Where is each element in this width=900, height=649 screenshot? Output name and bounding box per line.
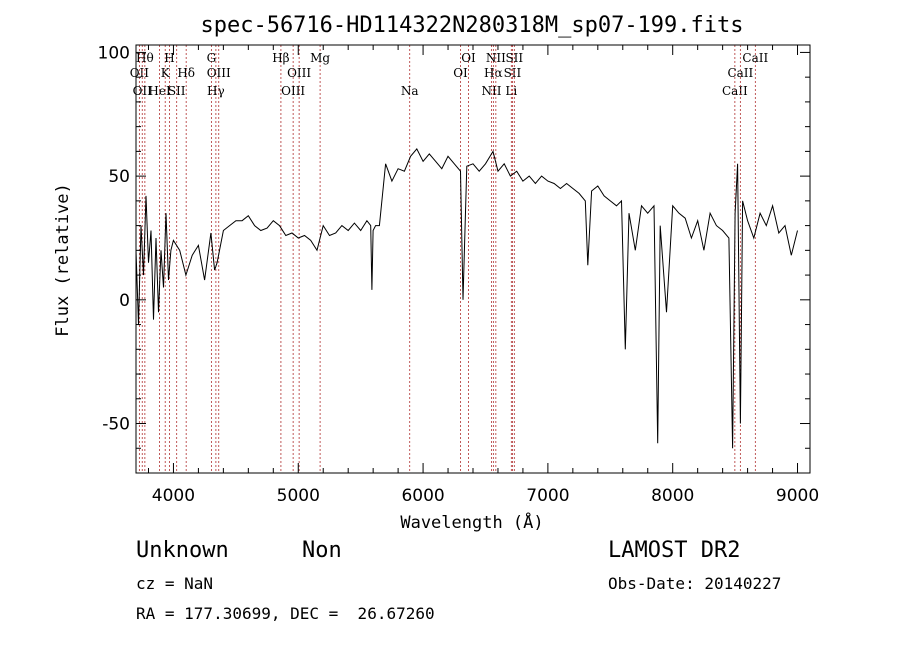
spectrum-chart: spec-56716-HD114322N280318M_sp07-199.fit… <box>53 13 819 533</box>
spectral-line-label: CaII <box>727 66 753 80</box>
spectral-line-markers: HθOIIOIIHeIKHSIIHδGHγOIIIHβOIIIOIIIMgNaO… <box>130 45 768 473</box>
coordinates: RA = 177.30699, DEC = 26.67260 <box>136 604 435 623</box>
spectral-line-label: NII <box>481 84 501 98</box>
redshift-cz: cz = NaN <box>136 574 214 593</box>
y-axis-ticks: -50 0 50 100 <box>98 43 810 474</box>
x-axis-label: Wavelength (Å) <box>400 511 543 533</box>
spectral-line-label: CaII <box>722 84 748 98</box>
y-tick-label: 50 <box>108 167 130 187</box>
observation-date: Obs-Date: 20140227 <box>608 574 782 593</box>
spectral-line-label: OII <box>133 84 153 98</box>
x-tick-label: 8000 <box>651 486 694 506</box>
spectral-line-label: H <box>164 51 174 65</box>
spectral-line-label: SII <box>505 51 523 65</box>
y-tick-label: 100 <box>98 43 130 63</box>
spectral-line-label: Hθ <box>136 51 154 65</box>
spectral-line-label: OIII <box>287 66 311 80</box>
spectral-line-label: SII <box>504 66 522 80</box>
x-tick-label: 6000 <box>401 486 444 506</box>
x-tick-label: 7000 <box>526 486 569 506</box>
plot-frame <box>135 44 811 474</box>
spectral-line-label: CaII <box>742 51 768 65</box>
object-class: Unknown <box>136 538 229 563</box>
y-tick-label: 0 <box>119 291 130 311</box>
survey-name: LAMOST DR2 <box>608 538 741 563</box>
spectral-line-label: NII <box>486 51 506 65</box>
spectral-line-label: K <box>161 66 171 80</box>
spectral-line-label: OII <box>130 66 150 80</box>
x-tick-label: 4000 <box>152 486 195 506</box>
spectral-line-label: OIII <box>281 84 305 98</box>
y-axis-label: Flux (relative) <box>53 183 73 337</box>
chart-title: spec-56716-HD114322N280318M_sp07-199.fit… <box>200 13 743 38</box>
spectral-line-label: Hα <box>484 66 503 80</box>
y-tick-label: -50 <box>102 415 130 435</box>
spectral-line-label: SII <box>168 84 186 98</box>
x-tick-label: 9000 <box>776 486 819 506</box>
spectral-line-label: OI <box>461 51 476 65</box>
spectral-line-label: Mg <box>310 51 330 65</box>
spectral-line-label: Li <box>505 84 517 98</box>
spectrum-series-line <box>135 147 798 449</box>
x-tick-label: 5000 <box>277 486 320 506</box>
spectral-line-label: Na <box>401 84 419 98</box>
spectral-line-label: Hβ <box>272 51 289 65</box>
object-subclass: Non <box>302 538 342 563</box>
x-axis-ticks: 4000 5000 6000 7000 8000 9000 <box>147 45 819 506</box>
spectral-line-label: G <box>207 51 217 65</box>
spectral-line-label: Hγ <box>207 84 225 98</box>
spectral-line-label: OIII <box>207 66 231 80</box>
spectral-line-label: Hδ <box>177 66 195 80</box>
spectral-line-label: OI <box>453 66 468 80</box>
